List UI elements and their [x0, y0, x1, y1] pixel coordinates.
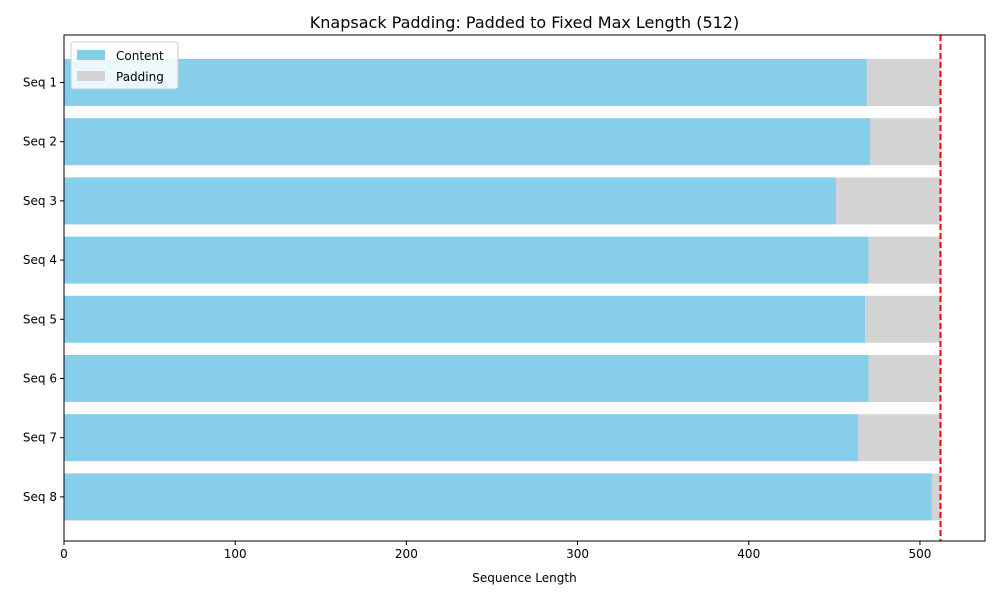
bar-padding-7	[858, 414, 941, 462]
legend-swatch-padding	[77, 71, 105, 81]
legend-label-content: Content	[116, 49, 164, 63]
axes-group: 0 100 200 300 400 500 Seq 1 Seq 2 Seq 3 Seq 4 Seq …	[23, 34, 986, 561]
x-tick-label: 0	[60, 547, 68, 561]
bar-padding-1	[866, 59, 941, 106]
x-tick-label: 100	[224, 547, 247, 561]
chart-title: Knapsack Padding: Padded to Fixed Max Le…	[310, 13, 739, 32]
y-tick-label: Seq 1	[23, 76, 57, 90]
bar-padding-3	[836, 177, 941, 225]
y-tick-label: Seq 4	[23, 253, 57, 267]
bar-padding-6	[868, 355, 941, 402]
bar-content-2	[64, 118, 871, 166]
bar-content-1	[64, 59, 867, 106]
y-tick-label: Seq 8	[23, 490, 57, 504]
x-tick-label: 300	[566, 547, 589, 561]
legend-label-padding: Padding	[116, 70, 164, 84]
legend-swatch-content	[77, 50, 105, 60]
bar-padding-8	[931, 473, 941, 521]
bar-content-5	[64, 295, 866, 343]
y-tick-label: Seq 2	[23, 135, 57, 149]
y-tick-label: Seq 3	[23, 194, 57, 208]
bar-padding-4	[868, 236, 941, 284]
bar-content-6	[64, 355, 869, 402]
bar-content-7	[64, 414, 859, 462]
plot-frame	[63, 34, 986, 542]
bar-padding-5	[865, 295, 941, 343]
x-tick-label: 500	[908, 547, 931, 561]
bar-padding-2	[870, 118, 941, 166]
bar-content-4	[64, 236, 869, 284]
legend: Content Padding	[70, 41, 179, 90]
x-axis-title: Sequence Length	[472, 571, 576, 585]
bar-content-8	[64, 473, 932, 521]
y-tick-label: Seq 6	[23, 372, 57, 386]
y-tick-label: Seq 5	[23, 312, 57, 326]
y-tick-label: Seq 7	[23, 431, 57, 445]
bars-group	[64, 59, 941, 521]
x-tick-label: 200	[395, 547, 418, 561]
bar-content-3	[64, 177, 837, 225]
x-tick-label: 400	[737, 547, 760, 561]
